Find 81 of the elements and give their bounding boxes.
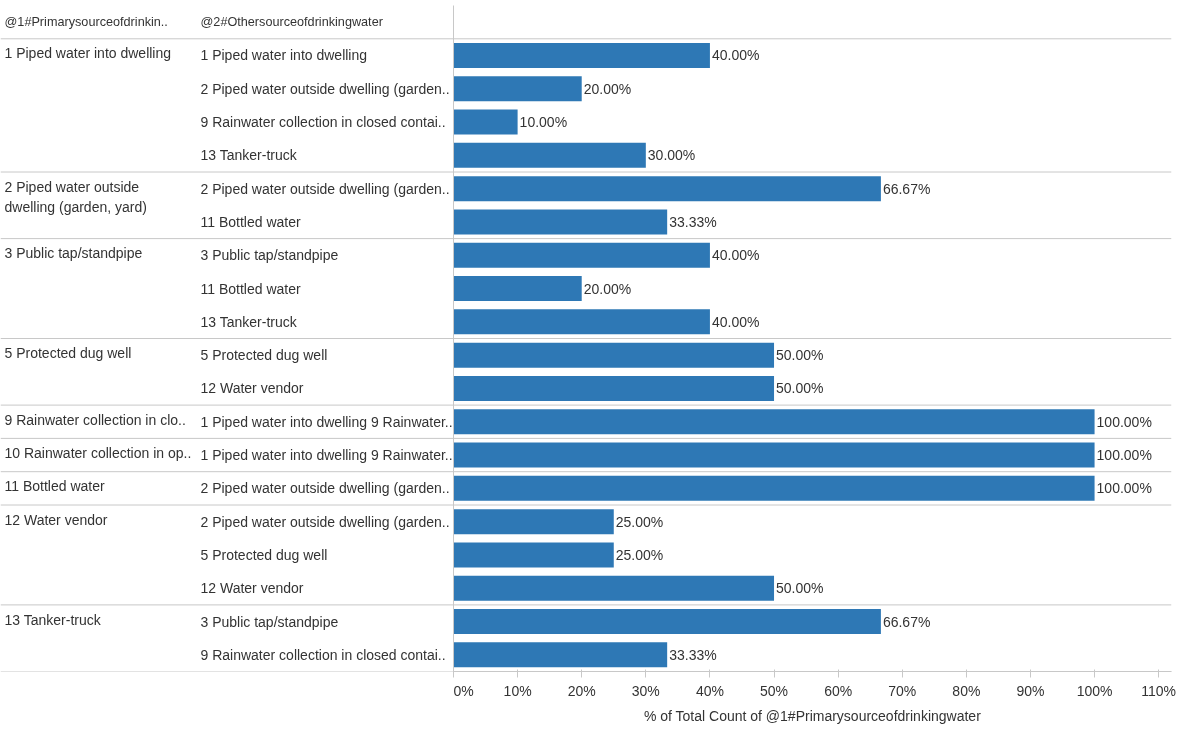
x-tick-label: 110% <box>1141 682 1177 699</box>
data-label: 40.00% <box>711 47 760 64</box>
bar <box>453 509 614 535</box>
y-tick-label: 3 Public tap/standpipe <box>200 613 339 630</box>
text: @1#Primarysourceofdrinkin.. <box>4 15 168 30</box>
bar <box>453 542 614 568</box>
y-tick-label: 9 Rainwater collection in closed contai.. <box>200 646 446 663</box>
x-axis-title: % of Total Count of @1#Primarysourceofdrinkingwater <box>643 707 982 724</box>
data-label: 100.00% <box>1096 447 1152 464</box>
bar <box>453 76 582 102</box>
category-label: 10 Rainwater collection in op.. <box>4 445 192 462</box>
bar <box>453 342 775 368</box>
x-tick-label: 70% <box>888 682 917 699</box>
bar <box>453 276 582 302</box>
category-label: 11 Bottled water <box>4 478 105 495</box>
bar <box>453 375 775 401</box>
y-tick-label: 12 Water vendor <box>200 580 304 597</box>
y-tick-label: 5 Protected dug well <box>200 546 328 563</box>
data-label: 66.67% <box>882 613 931 630</box>
bar <box>453 242 710 268</box>
bar <box>453 309 710 335</box>
data-label: 25.00% <box>615 546 664 563</box>
bar <box>453 209 668 235</box>
bar <box>453 642 668 668</box>
data-label: 50.00% <box>776 380 824 397</box>
data-label: 10.00% <box>519 114 568 131</box>
y-tick-label: 1 Piped water into dwelling <box>200 47 368 64</box>
y-tick-label: 11 Bottled water <box>200 213 301 230</box>
data-label: 50.00% <box>776 347 824 364</box>
data-label: 33.33% <box>669 646 717 663</box>
bar <box>453 609 881 635</box>
data-label: 33.33% <box>669 213 717 230</box>
y-tick-label: 5 Protected dug well <box>200 347 328 364</box>
y-tick-label: 2 Piped water outside dwelling (garden.. <box>200 80 450 97</box>
y-tick-label: 12 Water vendor <box>200 380 304 397</box>
y-tick-label: 2 Piped water outside dwelling (garden.. <box>200 480 450 497</box>
data-label: 100.00% <box>1096 480 1152 497</box>
x-tick-label: 30% <box>631 682 660 699</box>
bar <box>453 42 710 68</box>
text: @2#Othersourceofdrinkingwater <box>200 15 383 30</box>
bar <box>453 409 1095 435</box>
x-tick-label: 90% <box>1016 682 1045 699</box>
x-tick-label: 100% <box>1076 682 1113 699</box>
bar <box>453 442 1095 468</box>
data-label: 40.00% <box>711 247 760 264</box>
y-tick-label: 11 Bottled water <box>200 280 301 297</box>
y-tick-label: 13 Tanker-truck <box>200 147 298 164</box>
data-label: 20.00% <box>583 280 632 297</box>
data-label: 100.00% <box>1096 413 1152 430</box>
data-label: 30.00% <box>647 147 696 164</box>
y-tick-label: 2 Piped water outside dwelling (garden.. <box>200 513 450 530</box>
y-tick-label: 2 Piped water outside dwelling (garden.. <box>200 180 450 197</box>
data-label: 25.00% <box>615 513 664 530</box>
y-tick-label: 3 Public tap/standpipe <box>200 247 339 264</box>
y-tick-label: 9 Rainwater collection in closed contai.. <box>200 114 446 131</box>
data-label: 20.00% <box>583 80 632 97</box>
y-tick-label: 13 Tanker-truck <box>200 313 298 330</box>
y-tick-label: 1 Piped water into dwelling 9 Rainwater.. <box>200 447 453 464</box>
data-label: 50.00% <box>776 580 824 597</box>
x-tick-label: 40% <box>695 682 724 699</box>
x-tick-label: 50% <box>760 682 789 699</box>
y-tick-label: 1 Piped water into dwelling 9 Rainwater.. <box>200 413 453 430</box>
x-tick-label: 20% <box>567 682 596 699</box>
x-tick-label: 80% <box>952 682 981 699</box>
x-tick-label: 60% <box>824 682 853 699</box>
x-tick-label: 0% <box>453 682 474 699</box>
category-label: 2 Piped water outside dwelling (garden, yard) <box>4 178 147 216</box>
bar <box>453 575 775 601</box>
category-label: 3 Public tap/standpipe <box>4 245 143 262</box>
bar <box>453 176 881 202</box>
bar <box>453 475 1095 501</box>
category-label: 5 Protected dug well <box>4 345 132 362</box>
bar <box>453 109 518 135</box>
data-label: 66.67% <box>882 180 931 197</box>
category-label: 9 Rainwater collection in clo.. <box>4 411 186 428</box>
category-label: 12 Water vendor <box>4 511 108 528</box>
category-label: 13 Tanker-truck <box>4 611 101 628</box>
bar <box>453 142 646 168</box>
x-tick-label: 10% <box>503 682 532 699</box>
category-label: 1 Piped water into dwelling <box>4 45 172 62</box>
data-label: 40.00% <box>711 313 760 330</box>
